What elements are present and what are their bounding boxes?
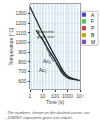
svg-text:P: P (91, 25, 95, 31)
svg-text:900: 900 (18, 49, 27, 55)
svg-text:A: A (91, 12, 95, 18)
svg-text:M: M (91, 39, 95, 45)
svg-text:1000: 1000 (15, 39, 26, 45)
svg-text:B: B (91, 32, 95, 38)
svg-text:The numbers shown on the dashe: The numbers shown on the dashed curves a… (6, 110, 90, 120)
svg-text:10⁴: 10⁴ (76, 93, 84, 99)
svg-text:10: 10 (40, 93, 46, 99)
svg-text:Time (s): Time (s) (46, 99, 64, 105)
svg-text:600: 600 (18, 78, 27, 84)
svg-text:Ac₁: Ac₁ (39, 67, 47, 73)
svg-text:1300: 1300 (15, 10, 26, 16)
svg-text:Austenitegrain size: Austenitegrain size (37, 29, 55, 39)
svg-text:1100: 1100 (16, 30, 27, 36)
svg-text:100: 100 (51, 93, 60, 99)
svg-text:1000: 1000 (62, 93, 73, 99)
svg-text:Ac₃: Ac₃ (43, 58, 51, 64)
svg-text:Temperature [°C]: Temperature [°C] (8, 27, 14, 65)
svg-text:1200: 1200 (15, 20, 26, 26)
svg-text:800: 800 (18, 59, 27, 65)
svg-text:700: 700 (18, 68, 27, 74)
svg-text:1: 1 (29, 93, 32, 99)
svg-text:F: F (91, 18, 94, 24)
